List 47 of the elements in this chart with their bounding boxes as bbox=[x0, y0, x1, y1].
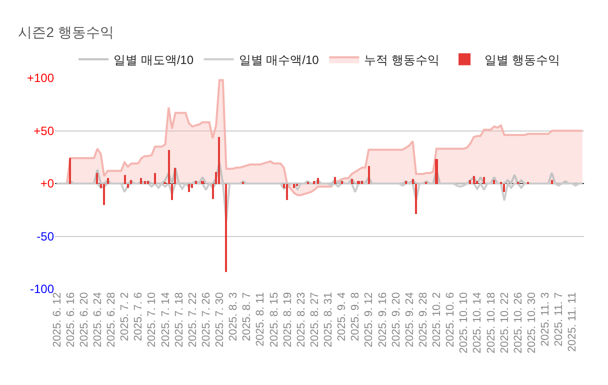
x-tick-label: 2025. 8. 3 bbox=[228, 292, 240, 342]
x-tick-label: 2025. 6. 28 bbox=[106, 292, 118, 348]
x-tick-label: 2025. 10. 14 bbox=[472, 292, 484, 354]
y-tick-label: -50 bbox=[36, 229, 54, 244]
x-tick-label: 2025. 9. 20 bbox=[390, 292, 402, 348]
x-tick-label: 2025. 8. 15 bbox=[268, 292, 280, 348]
x-tick-label: 2025. 9. 28 bbox=[418, 292, 430, 348]
x-tick-label: 2025. 8. 23 bbox=[295, 292, 308, 348]
y-tick-label: +50 bbox=[34, 124, 54, 138]
legend-label: 일별 매도액/10 bbox=[114, 52, 194, 67]
x-tick-label: 2025. 9. 4 bbox=[336, 292, 348, 342]
chart-title: 시즌2 행동수익 bbox=[18, 24, 114, 40]
x-tick-label: 2025. 6. 20 bbox=[78, 292, 90, 348]
x-tick-label: 2025. 10. 10 bbox=[458, 292, 470, 354]
x-tick-label: 2025. 9. 16 bbox=[376, 292, 389, 348]
x-tick-label: 2025. 7. 14 bbox=[160, 292, 172, 348]
x-tick-label: 2025. 7. 30 bbox=[214, 292, 226, 348]
legend-label: 누적 행동수익 bbox=[364, 52, 440, 67]
x-tick-label: 2025. 10. 22 bbox=[498, 292, 511, 354]
x-tick-label: 2025. 8. 27 bbox=[308, 292, 321, 348]
x-tick-label: 2025. 8. 19 bbox=[282, 292, 294, 348]
x-tick-label: 2025. 7. 18 bbox=[173, 292, 186, 348]
x-tick-label: 2025. 7. 26 bbox=[200, 292, 212, 348]
legend-label: 일별 행동수익 bbox=[484, 52, 560, 67]
x-tick-label: 2025. 11. 7 bbox=[553, 292, 566, 346]
x-tick-label: 2025. 8. 11 bbox=[254, 292, 267, 346]
x-tick-label: 2025. 8. 7 bbox=[241, 292, 254, 342]
x-tick-label: 2025. 9. 8 bbox=[350, 292, 362, 342]
x-tick-label: 2025. 6. 16 bbox=[64, 292, 77, 348]
x-tick-label: 2025. 8. 31 bbox=[322, 292, 335, 348]
x-tick-label: 2025. 9. 24 bbox=[404, 292, 416, 348]
x-tick-label: 2025. 7. 22 bbox=[186, 292, 199, 348]
x-tick-label: 2025. 10. 18 bbox=[485, 292, 498, 354]
x-tick-label: 2025. 7. 10 bbox=[146, 292, 158, 348]
x-tick-label: 2025. 10. 26 bbox=[512, 292, 524, 354]
x-tick-label: 2025. 10. 2 bbox=[431, 292, 444, 348]
x-tick-label: 2025. 11. 3 bbox=[540, 292, 552, 346]
y-tick-label: +0 bbox=[40, 176, 54, 191]
x-tick-label: 2025. 6. 24 bbox=[92, 292, 104, 348]
legend-label: 일별 매수액/10 bbox=[238, 52, 320, 67]
x-tick-label: 2025. 10. 30 bbox=[526, 292, 538, 354]
x-tick-label: 2025. 7. 6 bbox=[132, 292, 145, 342]
x-tick-label: 2025. 11. 11 bbox=[566, 292, 579, 352]
x-tick-label: 2025. 10. 6 bbox=[444, 292, 457, 348]
y-tick-label: +100 bbox=[26, 71, 54, 86]
x-tick-label: 2025. 9. 12 bbox=[363, 292, 376, 348]
x-tick-label: 2025. 7. 2 bbox=[119, 292, 132, 342]
